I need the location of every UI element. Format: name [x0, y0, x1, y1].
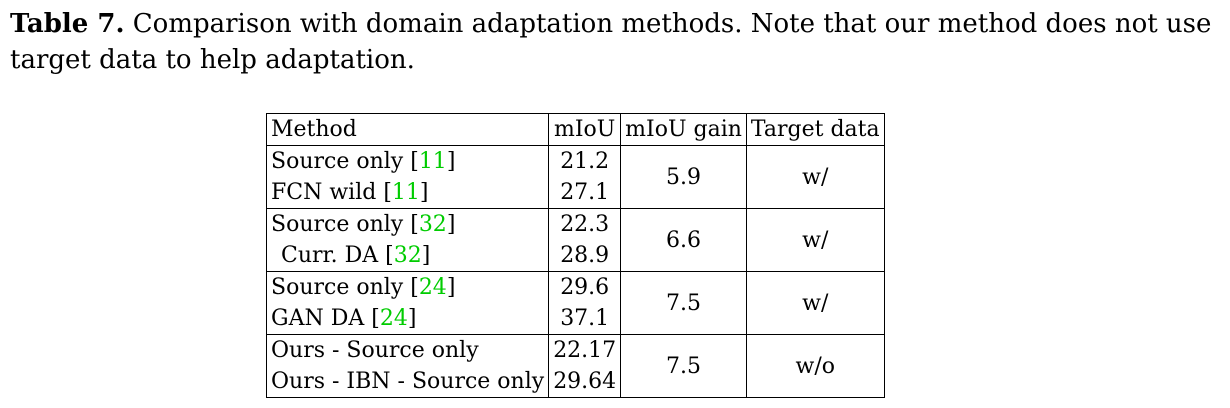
citation-link[interactable]: 24: [418, 275, 447, 300]
table-row: Source only [24] 29.6 7.5 w/: [265, 271, 885, 335]
citation-link[interactable]: 24: [379, 306, 408, 331]
method-name: Source only: [271, 149, 411, 174]
miou-cell: 29.6: [548, 271, 622, 303]
method-name: Source only: [271, 275, 411, 300]
table-row: Source only [11] 21.2 5.9 w/: [265, 145, 885, 209]
header-target-data: Target data: [745, 113, 885, 146]
miou-cell: 22.17: [548, 334, 622, 366]
method-name: Curr. DA: [281, 243, 386, 268]
method-cell: Ours - IBN - Source only: [265, 366, 550, 398]
miou-cell: 21.2: [548, 145, 622, 177]
miou-cell: 29.64: [548, 366, 622, 398]
method-cell: Source only [24]: [265, 271, 550, 303]
method-cell: Source only [11]: [265, 145, 550, 177]
header-miou: mIoU: [548, 113, 622, 146]
method-cell: Ours - Source only: [265, 334, 550, 366]
miou-gain-cell: 6.6: [620, 208, 747, 272]
miou-cell: 22.3: [548, 208, 622, 240]
table-row: Ours - Source only 22.17 7.5 w/o: [265, 334, 885, 398]
header-method: Method: [265, 113, 550, 146]
table-row: GAN DA [24] 37.1: [265, 303, 885, 335]
miou-gain-cell: 5.9: [620, 145, 747, 209]
method-name: FCN wild: [271, 180, 384, 205]
method-cell: Source only [32]: [265, 208, 550, 240]
table-row: Ours - IBN - Source only 29.64: [265, 366, 885, 398]
method-cell: Curr. DA [32]: [265, 240, 550, 272]
header-miou-gain: mIoU gain: [620, 113, 747, 146]
method-name: Source only: [271, 212, 411, 237]
method-cell: FCN wild [11]: [265, 177, 550, 209]
miou-cell: 27.1: [548, 177, 622, 209]
method-name: Ours - IBN - Source only: [271, 369, 545, 394]
caption-text: Comparison with domain adaptation method…: [10, 9, 1212, 75]
method-cell: GAN DA [24]: [265, 303, 550, 335]
citation-link[interactable]: 11: [418, 149, 447, 174]
method-name: GAN DA: [271, 306, 372, 331]
target-data-cell: w/: [745, 145, 885, 209]
comparison-table: Method mIoU mIoU gain Target data Source…: [265, 113, 885, 398]
miou-gain-cell: 7.5: [620, 334, 747, 398]
caption-label: Table 7.: [10, 9, 125, 39]
miou-gain-cell: 7.5: [620, 271, 747, 335]
miou-cell: 37.1: [548, 303, 622, 335]
table-header-row: Method mIoU mIoU gain Target data: [265, 113, 885, 146]
target-data-cell: w/: [745, 271, 885, 335]
target-data-cell: w/o: [745, 334, 885, 398]
miou-cell: 28.9: [548, 240, 622, 272]
citation-link[interactable]: 11: [391, 180, 420, 205]
citation-link[interactable]: 32: [393, 243, 422, 268]
table-row: Source only [32] 22.3 6.6 w/: [265, 208, 885, 272]
method-name: Ours - Source only: [271, 338, 479, 363]
citation-link[interactable]: 32: [418, 212, 447, 237]
target-data-cell: w/: [745, 208, 885, 272]
table-caption: Table 7. Comparison with domain adaptati…: [10, 6, 1220, 78]
